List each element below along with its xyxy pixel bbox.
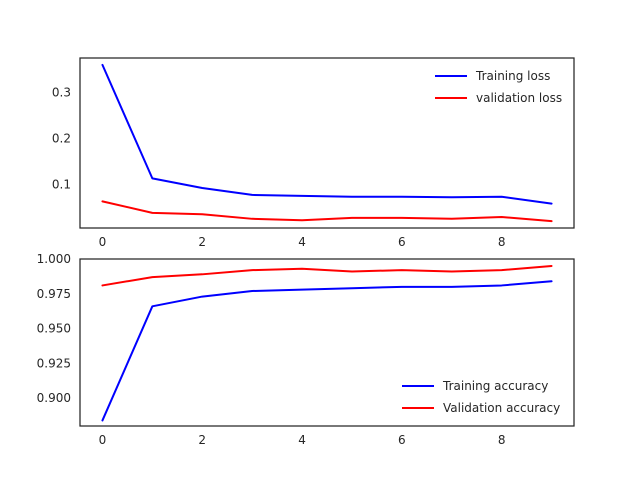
y-tick-label: 0.900 xyxy=(37,391,71,405)
y-tick-label: 1.000 xyxy=(37,252,71,266)
accuracy-chart: 0 2 4 6 8 0.900 0.925 0.950 0.975 1.000 Training a… xyxy=(37,252,575,447)
x-tick-label: 0 xyxy=(99,235,107,249)
y-tick-label: 0.2 xyxy=(52,131,71,145)
series-line-training xyxy=(101,63,553,205)
x-tick-label: 6 xyxy=(398,235,406,249)
legend: Training accuracy Validation accuracy xyxy=(402,379,560,415)
y-tick-label: 0.950 xyxy=(37,322,71,336)
y-tick-label: 0.925 xyxy=(37,356,71,370)
legend-label: Validation accuracy xyxy=(443,401,560,415)
legend: Training loss validation loss xyxy=(435,69,562,105)
x-tick-label: 4 xyxy=(298,433,306,447)
series-line-training xyxy=(101,280,553,422)
y-tick-label: 0.1 xyxy=(52,177,71,191)
series-line-validation xyxy=(101,200,553,223)
x-tick-label: 8 xyxy=(498,235,506,249)
x-tick-label: 0 xyxy=(99,433,107,447)
x-tick-label: 6 xyxy=(398,433,406,447)
x-tick-label: 2 xyxy=(198,235,206,249)
legend-label: Training loss xyxy=(475,69,550,83)
x-tick-label: 4 xyxy=(298,235,306,249)
legend-label: validation loss xyxy=(476,91,562,105)
y-tick-label: 0.975 xyxy=(37,287,71,301)
loss-chart: 0 2 4 6 8 0.1 0.2 0.3 Training loss validation lo… xyxy=(52,57,575,249)
axes-frame xyxy=(79,57,575,229)
x-tick-label: 8 xyxy=(498,433,506,447)
series-line-validation xyxy=(101,264,553,287)
axes-frame xyxy=(79,258,575,427)
y-tick-label: 0.3 xyxy=(52,85,71,99)
legend-label: Training accuracy xyxy=(442,379,548,393)
x-tick-label: 2 xyxy=(198,433,206,447)
